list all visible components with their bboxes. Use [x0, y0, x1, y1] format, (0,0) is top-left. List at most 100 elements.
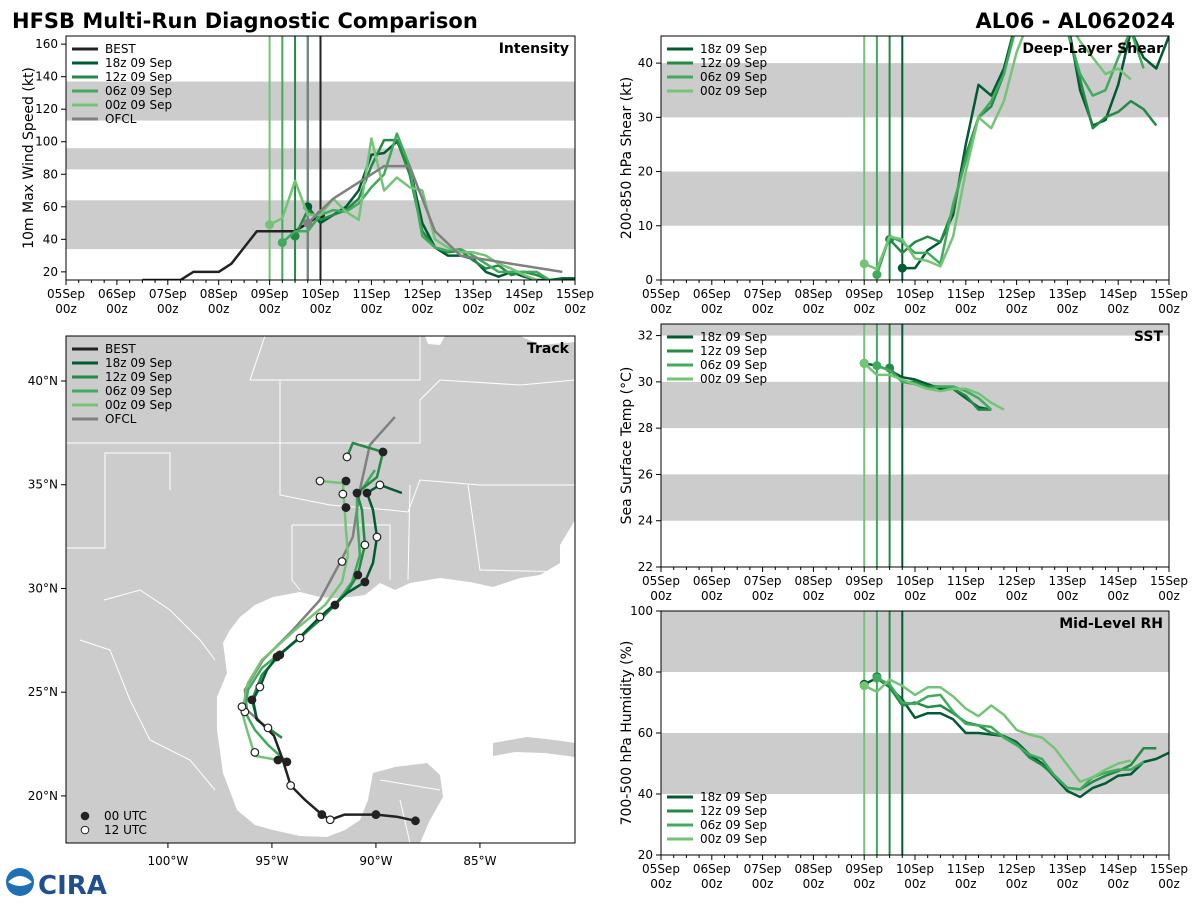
- x-tick-label: 10Sep: [896, 862, 934, 876]
- x-tick-sublabel: 00z: [1107, 302, 1129, 316]
- x-tick-label: 07Sep: [744, 862, 782, 876]
- lat-tick-label: 30°N: [28, 581, 58, 595]
- x-tick-label: 06Sep: [693, 574, 731, 588]
- panel-track: 100°W 95°W 90°W 85°W 20°N 25°N 30°N 35°N 40°N 00 …: [28, 335, 576, 868]
- lat-tick-label: 35°N: [28, 478, 58, 492]
- x-tick-sublabel: 00z: [701, 589, 723, 603]
- x-tick-label: 10Sep: [302, 287, 340, 301]
- series-line-ofcl: [306, 164, 563, 274]
- legend-label: 12z 09 Sep: [700, 56, 767, 70]
- x-tick-label: 10Sep: [896, 287, 934, 301]
- y-tick-label: 120: [35, 102, 58, 116]
- series-start-point-00z: [859, 358, 869, 368]
- y-tick-label: 40: [638, 787, 653, 801]
- legend-label: 18z 09 Sep: [105, 356, 172, 370]
- x-tick-sublabel: 00z: [1057, 877, 1079, 891]
- plot-frame: [65, 35, 576, 281]
- series-line-18z: [863, 676, 1169, 799]
- shaded-band: [661, 474, 1169, 521]
- track-point-12utc: [315, 612, 325, 622]
- x-tick-label: 08Sep: [794, 862, 832, 876]
- legend-marker-12utc: [80, 825, 90, 835]
- x-tick-label: 15Sep: [1150, 574, 1188, 588]
- x-tick-label: 13Sep: [1048, 574, 1086, 588]
- state-borders: [66, 336, 575, 843]
- x-tick-sublabel: 00z: [752, 877, 774, 891]
- track-point-12utc: [250, 747, 260, 757]
- x-tick-sublabel: 00z: [564, 302, 586, 316]
- y-tick-label: 100: [35, 135, 58, 149]
- track-point-12utc: [237, 702, 247, 712]
- x-tick-label: 05Sep: [47, 287, 85, 301]
- shaded-band: [661, 611, 1169, 672]
- x-tick-sublabel: 00z: [752, 302, 774, 316]
- legend-label: 12z 09 Sep: [105, 70, 172, 84]
- series-start-point-18z: [897, 263, 907, 273]
- series-start-point-00z: [859, 259, 869, 269]
- x-tick-sublabel: 00z: [904, 589, 926, 603]
- x-tick-sublabel: 00z: [803, 877, 825, 891]
- series-group: [142, 132, 575, 280]
- panel-deep-layer-shear: 05Sep00z06Sep00z07Sep00z08Sep00z09Sep00z…: [619, 35, 1188, 316]
- track-point-12utc: [286, 781, 296, 790]
- lat-tick-label: 40°N: [28, 374, 58, 388]
- legend-label: 18z 09 Sep: [700, 790, 767, 804]
- series-line-00z: [863, 36, 1132, 271]
- track-point-12utc: [360, 540, 370, 550]
- x-tick-label: 14Sep: [1099, 862, 1137, 876]
- track-point-00utc: [371, 810, 381, 819]
- legend-label: 00z 09 Sep: [700, 832, 767, 846]
- x-tick-label: 15Sep: [1150, 862, 1188, 876]
- x-tick-sublabel: 00z: [361, 302, 383, 316]
- legend-label: 06z 09 Sep: [105, 384, 172, 398]
- panel-title: Intensity: [499, 41, 569, 57]
- x-tick-sublabel: 00z: [1057, 589, 1079, 603]
- gulf-of-mexico-water: [217, 520, 575, 843]
- y-axis-label: 10m Max Wind Speed (kt): [21, 67, 37, 249]
- x-tick-label: 06Sep: [693, 862, 731, 876]
- x-tick-label: 13Sep: [1048, 862, 1086, 876]
- x-tick-label: 10Sep: [896, 574, 934, 588]
- series-start-point-06z: [872, 270, 882, 280]
- x-tick-label: 13Sep: [454, 287, 492, 301]
- legend-marker-00utc: [80, 811, 90, 821]
- x-tick-sublabel: 00z: [650, 589, 672, 603]
- panel-title: Deep-Layer Shear: [1022, 41, 1163, 57]
- x-tick-sublabel: 00z: [1006, 877, 1028, 891]
- y-tick-label: 30: [638, 110, 653, 124]
- x-tick-label: 11Sep: [947, 287, 985, 301]
- legend-label: 06z 09 Sep: [700, 358, 767, 372]
- y-tick-label: 32: [638, 329, 653, 343]
- track-point-12utc: [263, 723, 273, 733]
- lon-tick-label: 85°W: [463, 854, 496, 868]
- y-tick-label: 26: [638, 467, 653, 481]
- track-line-18z: [251, 483, 403, 721]
- x-tick-label: 05Sep: [642, 574, 680, 588]
- legend-label: 12z 09 Sep: [700, 804, 767, 818]
- x-tick-label: 15Sep: [1150, 287, 1188, 301]
- series-line-06z: [875, 36, 1145, 275]
- track-group: [237, 416, 420, 826]
- track-point-00utc: [352, 488, 362, 498]
- y-axis-label: 200-850 hPa Shear (kt): [619, 77, 635, 239]
- shaded-band: [661, 324, 1169, 336]
- track-point-12utc: [315, 476, 325, 486]
- x-tick-label: 11Sep: [352, 287, 390, 301]
- y-tick-label: 20: [43, 265, 58, 279]
- x-tick-sublabel: 00z: [955, 589, 977, 603]
- lon-tick-label: 95°W: [255, 854, 288, 868]
- x-tick-sublabel: 00z: [1158, 589, 1180, 603]
- legend-label: 00z 09 Sep: [105, 398, 172, 412]
- x-tick-sublabel: 00z: [1107, 589, 1129, 603]
- series-line-06z: [876, 676, 1145, 791]
- x-tick-label: 09Sep: [845, 862, 883, 876]
- track-point-12utc: [375, 480, 385, 490]
- x-tick-sublabel: 00z: [412, 302, 434, 316]
- series-line-12z: [876, 675, 1157, 791]
- track-line-00z: [240, 479, 350, 762]
- legend-label: 00z 09 Sep: [105, 98, 172, 112]
- y-tick-label: 60: [43, 200, 58, 214]
- x-tick-sublabel: 00z: [752, 589, 774, 603]
- x-tick-label: 08Sep: [200, 287, 238, 301]
